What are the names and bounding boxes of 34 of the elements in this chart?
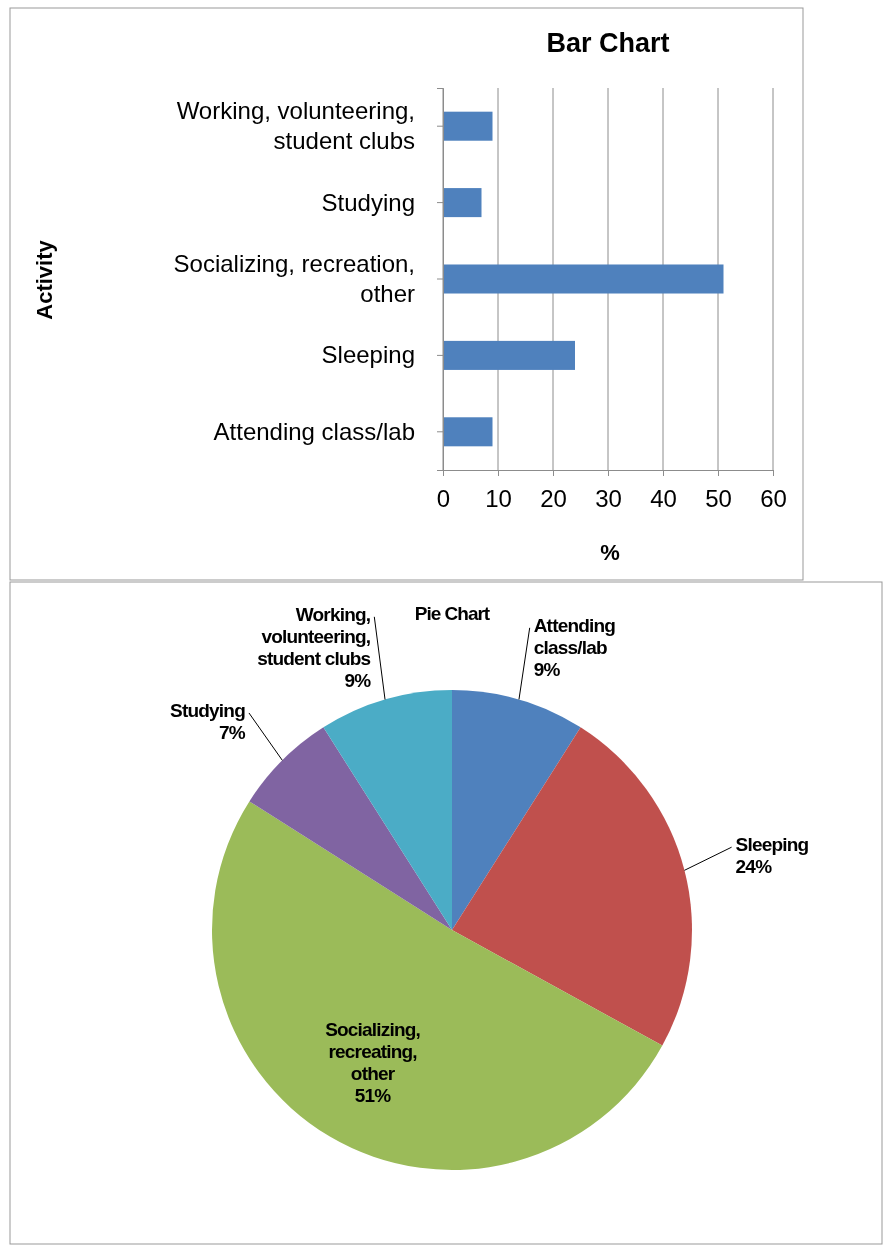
bar: [443, 340, 575, 370]
bar: [443, 188, 482, 218]
pie-slice: [212, 801, 663, 1170]
slice-label: Attending class/lab: [533, 614, 616, 658]
pie-slice: [323, 690, 452, 930]
pie-slice: [452, 727, 692, 1046]
pie-slice: [249, 727, 452, 930]
y-axis-title: Activity: [32, 239, 57, 320]
x-tick-label: 50: [705, 485, 732, 513]
pie-slice: [452, 690, 581, 930]
data-label: 24%: [735, 856, 773, 878]
x-axis-title: %: [600, 540, 620, 565]
bar: [443, 417, 493, 447]
y-tick-label: Sleeping: [321, 341, 415, 369]
bar: [443, 264, 724, 294]
chart-title: Pie Chart: [414, 603, 491, 624]
chart-title: Bar Chart: [546, 28, 670, 58]
y-tick-label: Attending class/lab: [213, 417, 415, 445]
x-tick-label: 40: [650, 485, 677, 513]
y-tick-label: Working, volunteering, student clubs: [176, 97, 415, 155]
x-tick-label: 0: [436, 485, 451, 513]
data-label: 7%: [219, 721, 246, 743]
data-label: 9%: [533, 658, 561, 680]
slice-label: Sleeping: [735, 834, 809, 856]
x-tick-label: 60: [760, 485, 787, 513]
y-tick-label: Socializing, recreation, other: [173, 250, 416, 307]
slice-label: Socializing, recreating, other: [325, 1019, 421, 1085]
x-tick-label: 20: [540, 485, 567, 513]
x-tick-label: 30: [595, 485, 622, 513]
x-tick-label: 10: [485, 485, 512, 513]
data-label: 9%: [344, 669, 372, 691]
bar: [443, 111, 493, 141]
data-label: 51%: [354, 1085, 392, 1107]
y-tick-label: Studying: [321, 188, 415, 216]
